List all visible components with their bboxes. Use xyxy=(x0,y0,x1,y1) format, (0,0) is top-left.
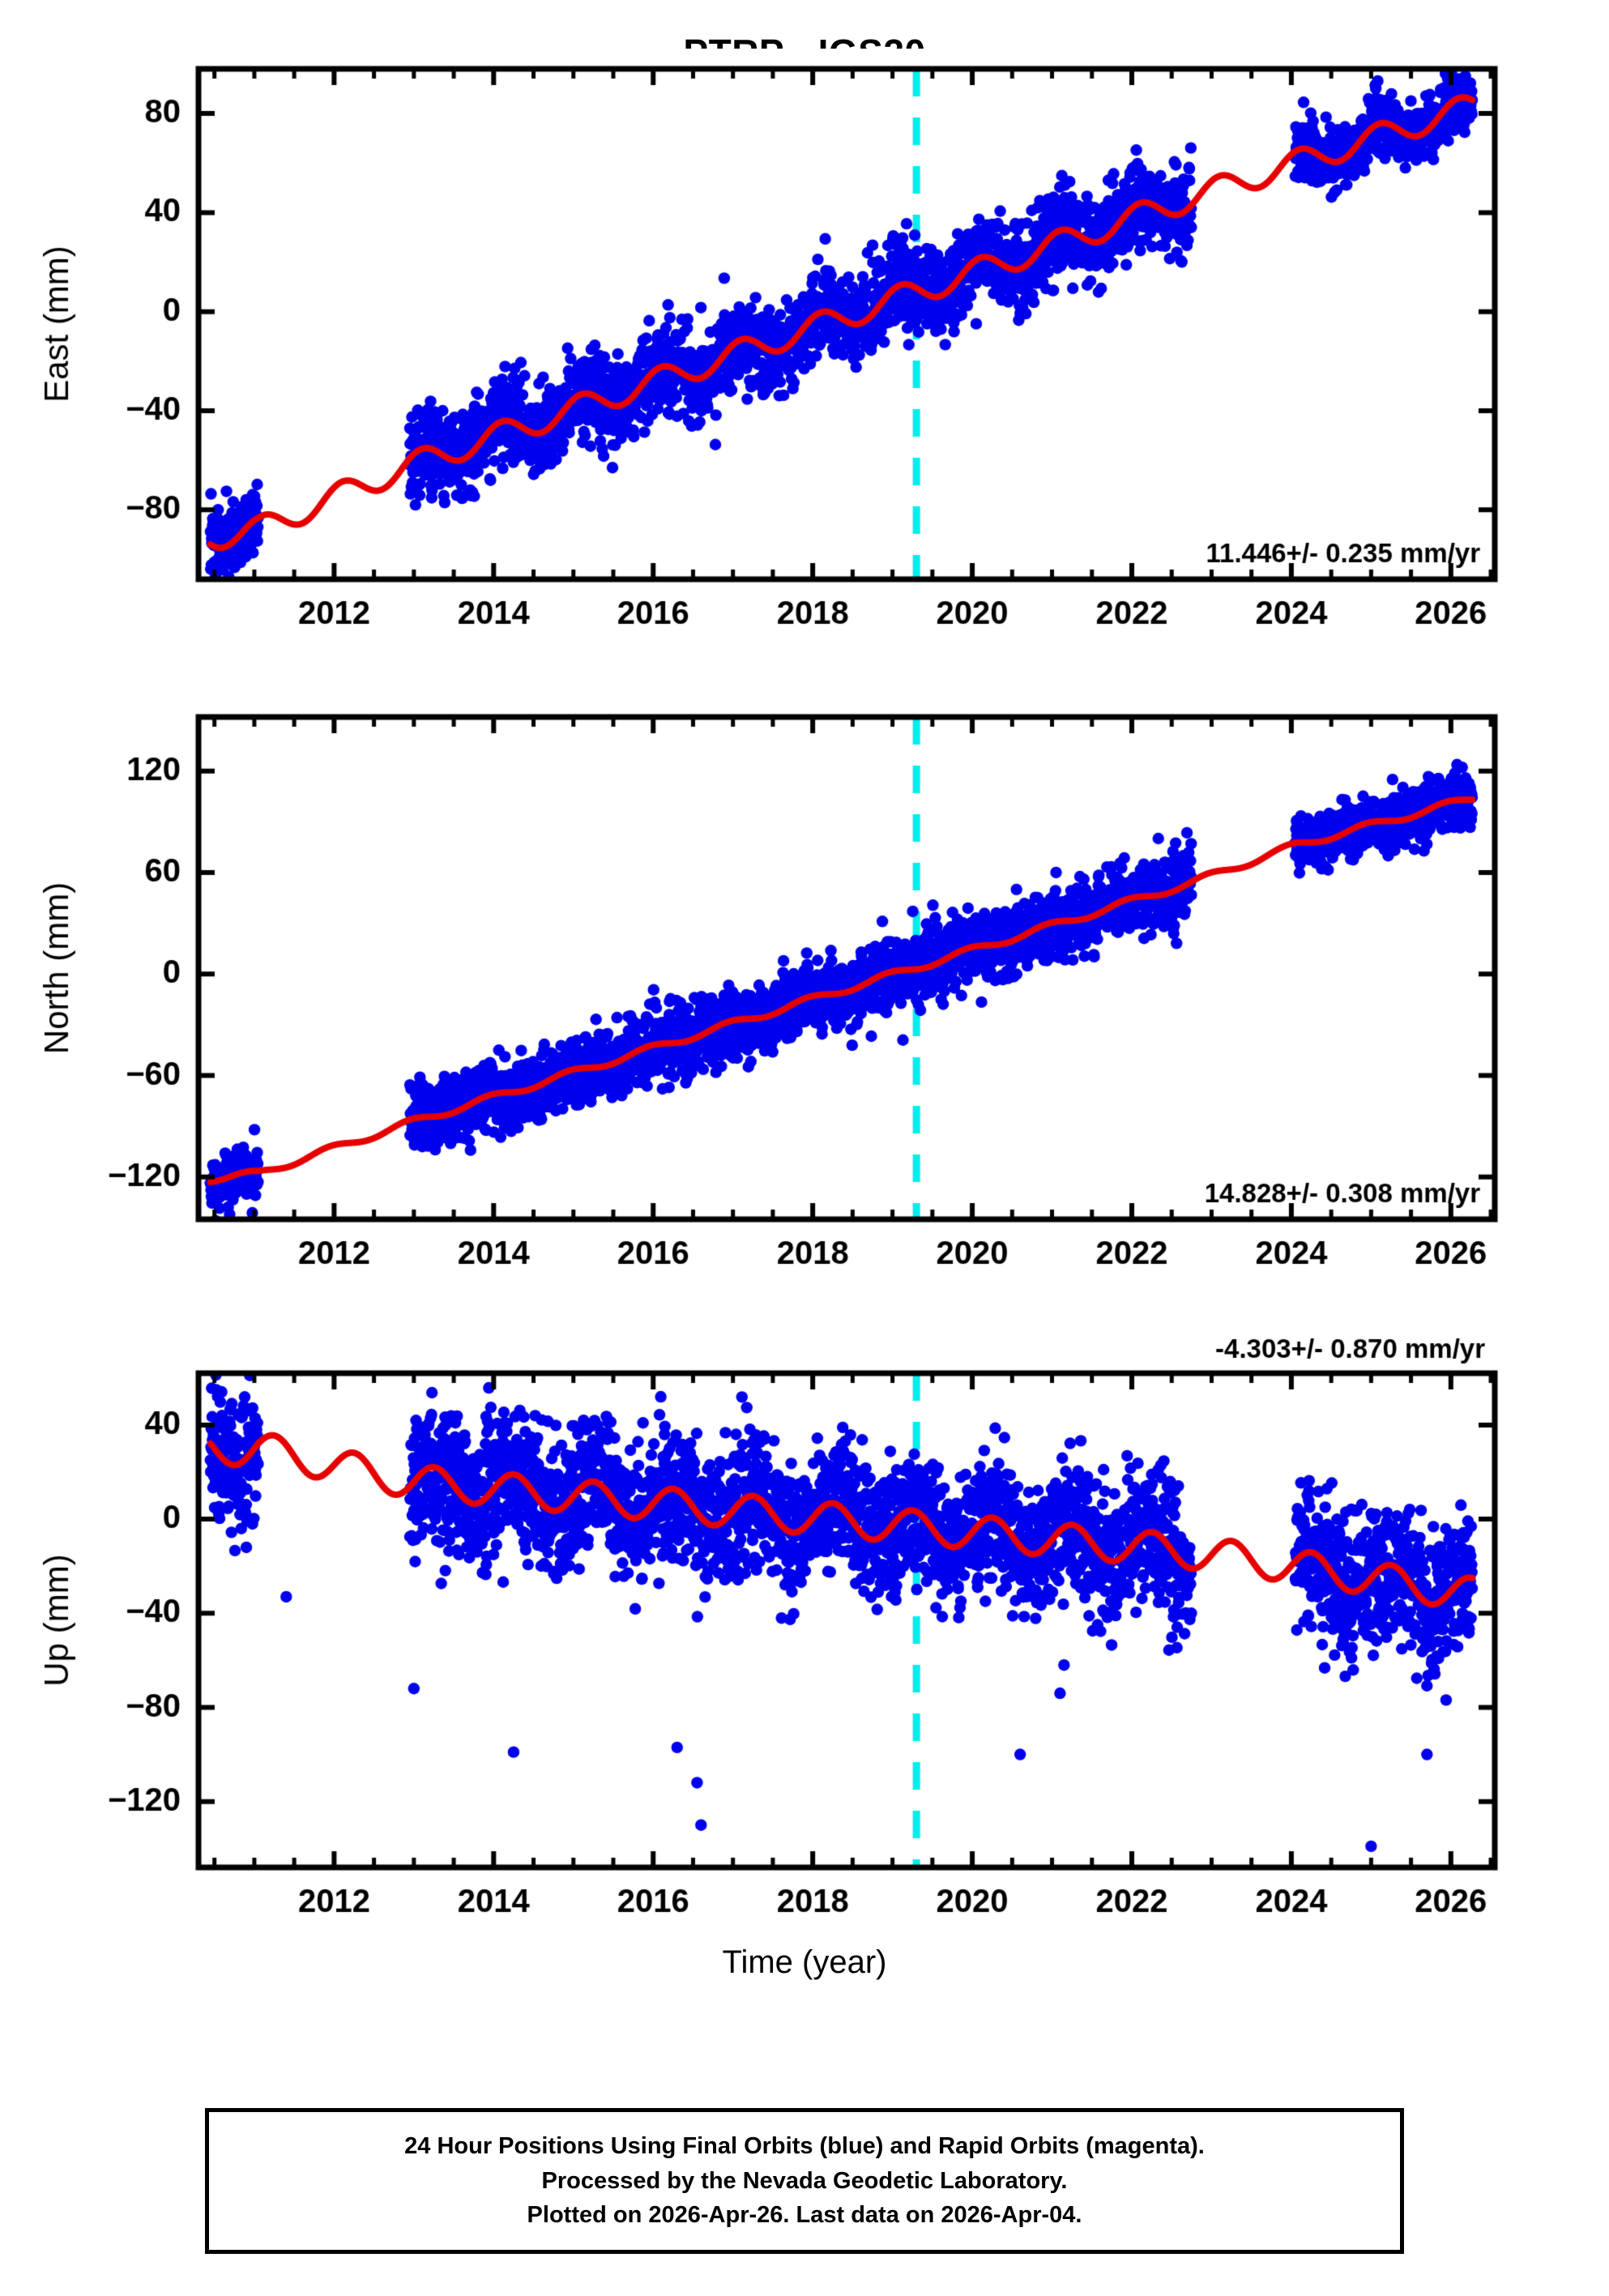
caption-line-3: Plotted on 2026-Apr-26. Last data on 202… xyxy=(527,2202,1082,2229)
chart-panel-north xyxy=(0,697,1609,1337)
x-axis-title: Time (year) xyxy=(722,1944,887,1980)
caption-box: 24 Hour Positions Using Final Orbits (bl… xyxy=(205,2108,1404,2254)
chart-panel-up xyxy=(0,1329,1609,1969)
chart-panel-east xyxy=(0,49,1609,697)
caption-line-1: 24 Hour Positions Using Final Orbits (bl… xyxy=(404,2132,1205,2159)
caption-line-2: Processed by the Nevada Geodetic Laborat… xyxy=(541,2167,1068,2194)
